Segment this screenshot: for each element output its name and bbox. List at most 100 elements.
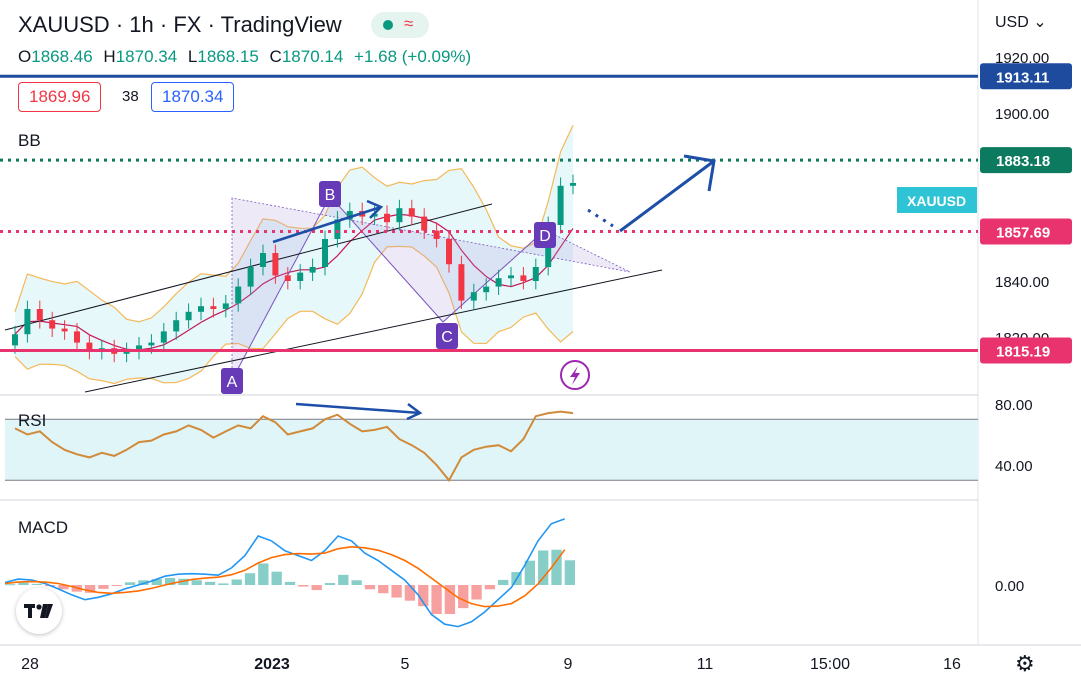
pattern-point-label: A bbox=[227, 374, 238, 391]
macd-histogram-bar bbox=[258, 563, 269, 585]
rsi-tick-label: 80.00 bbox=[995, 397, 1033, 414]
time-tick-label: 28 bbox=[21, 656, 39, 673]
macd-histogram-bar bbox=[431, 585, 442, 615]
annotation-target-arrow-head bbox=[683, 154, 716, 192]
price-line-label: 1883.18 bbox=[996, 153, 1050, 170]
time-tick-label: 15:00 bbox=[810, 656, 850, 673]
macd-histogram-bar bbox=[191, 580, 202, 585]
lightning-bolt-icon bbox=[570, 366, 580, 385]
bb-basis-line bbox=[14, 213, 574, 351]
price-line-tag bbox=[980, 147, 1072, 174]
macd-histogram-bar bbox=[471, 585, 482, 600]
open-value: 1868.46 bbox=[31, 47, 93, 66]
wave-icon: ≈ bbox=[404, 14, 414, 33]
candle-body bbox=[210, 306, 217, 309]
pattern-point-label: C bbox=[441, 329, 453, 346]
sell-price-button[interactable]: 1869.96 bbox=[18, 82, 102, 112]
symbol-tag-label: XAUUSD bbox=[907, 193, 966, 209]
candle-body bbox=[334, 219, 341, 239]
candle-body bbox=[396, 208, 403, 223]
pattern-point-C[interactable] bbox=[436, 323, 458, 349]
candle-body bbox=[247, 267, 254, 287]
rsi-band bbox=[5, 419, 978, 481]
candle-body bbox=[446, 239, 452, 265]
candle-body bbox=[570, 183, 576, 186]
candle-body bbox=[12, 334, 18, 346]
pattern-point-A[interactable] bbox=[221, 368, 243, 394]
annotation-target-arrow-shaft bbox=[619, 159, 715, 233]
candle-body bbox=[86, 342, 93, 351]
candle-body bbox=[371, 213, 378, 217]
time-tick-label: 9 bbox=[564, 656, 573, 673]
time-tick-label: 2023 bbox=[254, 656, 290, 673]
macd-histogram-bar bbox=[284, 581, 296, 585]
candle-body bbox=[508, 275, 514, 279]
close-label: C bbox=[269, 47, 282, 66]
rsi-indicator-label[interactable]: RSI bbox=[18, 411, 47, 430]
low-label: L bbox=[187, 47, 198, 66]
high-label: H bbox=[103, 47, 116, 66]
pattern-point-B[interactable] bbox=[319, 181, 341, 207]
candle-body bbox=[458, 264, 465, 301]
price-line-label: 1815.19 bbox=[996, 343, 1050, 360]
price-line-label: 1857.69 bbox=[996, 224, 1050, 241]
tradingview-logo[interactable] bbox=[16, 588, 62, 634]
macd-histogram-bar bbox=[271, 571, 282, 585]
currency-label: USD bbox=[995, 14, 1029, 31]
candle-body bbox=[532, 267, 539, 281]
buy-price-button[interactable]: 1870.34 bbox=[151, 82, 235, 112]
symbol-title[interactable]: XAUUSD · 1h · FX · TradingView bbox=[18, 12, 342, 38]
macd-histogram-bar bbox=[18, 582, 29, 585]
gear-icon[interactable]: ⚙ bbox=[1015, 651, 1035, 676]
macd-histogram-bar bbox=[204, 581, 216, 585]
macd-line bbox=[4, 518, 565, 628]
macd-histogram-bar bbox=[338, 574, 349, 585]
macd-histogram-bar bbox=[231, 579, 242, 585]
ohlc-readout: O1868.46 H1870.34 L1868.15 C1870.14 +1.6… bbox=[18, 47, 471, 67]
candle-body bbox=[148, 342, 155, 346]
bb-indicator-label[interactable]: BB bbox=[18, 131, 41, 150]
price-line-tag bbox=[980, 337, 1072, 364]
macd-indicator-label[interactable]: MACD bbox=[18, 518, 69, 537]
candle-body bbox=[433, 230, 440, 239]
rsi-line bbox=[14, 410, 574, 483]
macd-histogram-bar bbox=[444, 585, 456, 615]
chevron-down-icon: ⌄ bbox=[1033, 14, 1047, 31]
candle-body bbox=[24, 309, 31, 335]
rsi-divergence-arrow-shaft bbox=[295, 402, 421, 415]
macd-histogram-bar bbox=[324, 583, 336, 585]
macd-histogram-bar bbox=[311, 585, 322, 591]
open-label: O bbox=[18, 47, 32, 66]
candle-body bbox=[272, 253, 279, 276]
candle-body bbox=[483, 286, 490, 293]
macd-histogram-bar bbox=[498, 579, 509, 585]
macd-histogram-bar bbox=[524, 560, 536, 585]
candle-body bbox=[222, 303, 229, 309]
market-status-badge[interactable]: ≈ bbox=[371, 12, 429, 38]
time-tick-label: 5 bbox=[401, 656, 410, 673]
macd-histogram-bar bbox=[538, 550, 549, 585]
bb-band-fill bbox=[15, 125, 573, 384]
bb-lower-line bbox=[14, 245, 574, 385]
currency-selector[interactable]: USD ⌄ bbox=[995, 12, 1047, 32]
pattern-point-label: D bbox=[539, 228, 551, 245]
price-tick-label: 1920.00 bbox=[995, 50, 1049, 67]
candle-body bbox=[284, 275, 291, 281]
macd-histogram-bar bbox=[218, 583, 229, 585]
macd-histogram-bar bbox=[138, 580, 149, 585]
candle-body bbox=[557, 185, 564, 225]
price-line-tag bbox=[980, 63, 1072, 90]
candle-body bbox=[49, 320, 56, 329]
candle-body bbox=[470, 292, 477, 301]
candle-body bbox=[260, 253, 266, 267]
market-open-dot-icon bbox=[383, 20, 393, 30]
exchange-label: FX bbox=[173, 12, 202, 37]
pattern-point-D[interactable] bbox=[534, 222, 556, 248]
price-tick-label: 1840.00 bbox=[995, 274, 1049, 291]
macd-histogram-bar bbox=[5, 584, 16, 586]
low-value: 1868.15 bbox=[197, 47, 259, 66]
macd-histogram-bar bbox=[458, 585, 469, 609]
candle-body bbox=[136, 345, 142, 351]
interval-label: 1h bbox=[129, 12, 154, 37]
